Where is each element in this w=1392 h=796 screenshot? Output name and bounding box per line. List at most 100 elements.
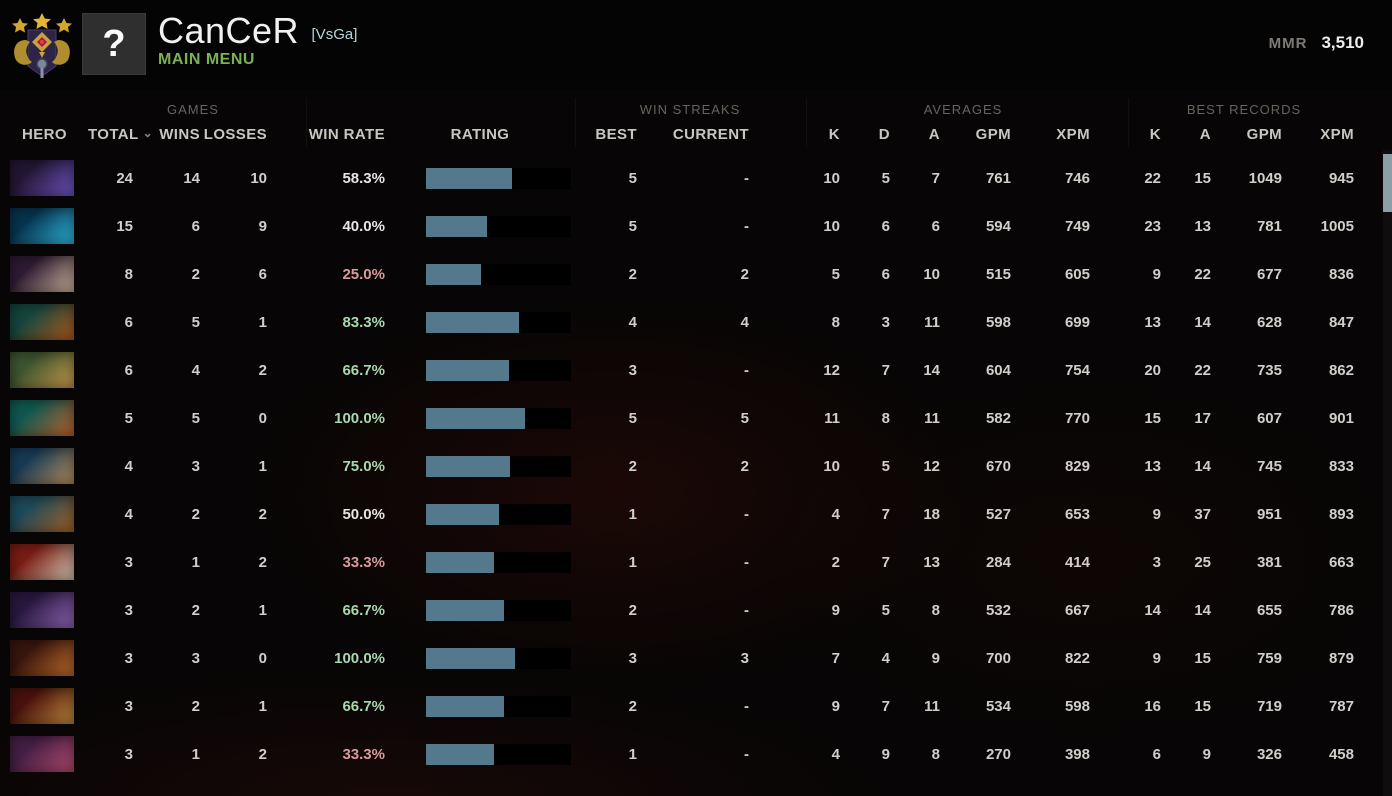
column-header-avg_a[interactable]: A <box>928 126 940 143</box>
cell-wins: 2 <box>191 265 200 283</box>
hero-icon[interactable] <box>10 640 74 676</box>
cell-total: 15 <box>116 217 133 235</box>
hero-icon[interactable] <box>10 304 74 340</box>
cell-avg-k: 4 <box>831 505 840 523</box>
column-header-best_gpm[interactable]: GPM <box>1246 126 1282 143</box>
column-header-avg_xpm[interactable]: XPM <box>1056 126 1090 143</box>
hero-row[interactable]: 6 4 2 66.7% 3 - 12 7 14 604 754 20 22 735 862 <box>0 346 1392 394</box>
hero-icon[interactable] <box>10 592 74 628</box>
column-header-streak_current[interactable]: CURRENT <box>672 126 749 143</box>
hero-icon[interactable] <box>10 256 74 292</box>
hero-icon[interactable] <box>10 400 74 436</box>
scrollbar-thumb[interactable] <box>1383 154 1392 212</box>
hero-icon[interactable] <box>10 688 74 724</box>
column-header-losses[interactable]: LOSSES <box>203 126 267 143</box>
cell-hero <box>0 256 88 292</box>
hero-row[interactable]: 5 5 0 100.0% 5 5 11 8 11 582 770 15 17 607 901 <box>0 394 1392 442</box>
cell-best-k: 22 <box>1144 169 1161 187</box>
hero-row[interactable]: 3 1 2 33.3% 1 - 2 7 13 284 414 3 25 381 663 <box>0 538 1392 586</box>
cell-avg-xpm: 754 <box>1064 361 1090 379</box>
rating-bar-track <box>426 407 571 429</box>
hero-icon[interactable] <box>10 448 74 484</box>
cell-avg-gpm: 515 <box>985 265 1011 283</box>
cell-losses: 2 <box>258 505 267 523</box>
cell-total: 4 <box>124 457 133 475</box>
cell-avg-gpm: 527 <box>985 505 1011 523</box>
hero-icon[interactable] <box>10 496 74 532</box>
cell-avg-a: 11 <box>924 697 940 715</box>
cell-avg-xpm: 667 <box>1064 601 1090 619</box>
cell-hero <box>0 544 88 580</box>
column-header-rating[interactable]: RATING <box>450 126 510 143</box>
cell-avg-xpm: 598 <box>1064 697 1090 715</box>
column-header-streak_best[interactable]: BEST <box>595 126 637 143</box>
hero-row[interactable]: 4 2 2 50.0% 1 - 4 7 18 527 653 9 37 951 893 <box>0 490 1392 538</box>
cell-streak-best: 5 <box>628 409 637 427</box>
cell-best-xpm: 787 <box>1328 697 1354 715</box>
cell-best-a: 17 <box>1194 409 1211 427</box>
rating-bar-track <box>426 647 571 669</box>
hero-icon[interactable] <box>10 544 74 580</box>
cell-best-a: 22 <box>1194 361 1211 379</box>
cell-total: 4 <box>124 505 133 523</box>
hero-row[interactable]: 4 3 1 75.0% 2 2 10 5 12 670 829 13 14 745 833 <box>0 442 1392 490</box>
cell-avg-xpm: 749 <box>1064 217 1090 235</box>
cell-wins: 2 <box>191 697 200 715</box>
hero-row[interactable]: 8 2 6 25.0% 2 2 5 6 10 515 605 9 22 677 836 <box>0 250 1392 298</box>
cell-streak-current: 5 <box>740 409 749 427</box>
scrollbar-track[interactable] <box>1383 150 1392 796</box>
hero-row[interactable]: 24 14 10 58.3% 5 - 10 5 7 761 746 22 15 1049 945 <box>0 154 1392 202</box>
cell-streak-current: - <box>744 169 749 187</box>
cell-best-k: 3 <box>1152 553 1161 571</box>
column-header-avg_k[interactable]: K <box>828 126 840 143</box>
group-label-averages: AVERAGES <box>923 102 1003 117</box>
cell-best-gpm: 735 <box>1256 361 1282 379</box>
hero-icon[interactable] <box>10 208 74 244</box>
hero-icon[interactable] <box>10 352 74 388</box>
cell-best-gpm: 951 <box>1256 505 1282 523</box>
main-menu-link[interactable]: MAIN MENU <box>158 51 255 68</box>
column-header-best_a[interactable]: A <box>1199 126 1211 143</box>
cell-total: 3 <box>124 697 133 715</box>
column-header-total[interactable]: TOTAL ⌄ <box>88 126 154 143</box>
player-avatar[interactable]: ? <box>82 13 146 75</box>
cell-avg-a: 13 <box>923 553 940 571</box>
cell-best-xpm: 862 <box>1328 361 1354 379</box>
cell-best-a: 15 <box>1194 697 1211 715</box>
hero-row[interactable]: 3 2 1 66.7% 2 - 9 7 11 534 598 16 15 719 787 <box>0 682 1392 730</box>
column-header-win_rate[interactable]: WIN RATE <box>308 126 385 143</box>
column-header-avg_d[interactable]: D <box>878 126 890 143</box>
cell-avg-d: 7 <box>881 697 890 715</box>
column-header-wins[interactable]: WINS <box>159 126 200 143</box>
cell-best-k: 15 <box>1144 409 1161 427</box>
column-header-avg_gpm[interactable]: GPM <box>975 126 1011 143</box>
cell-best-k: 23 <box>1144 217 1161 235</box>
cell-best-k: 9 <box>1152 505 1161 523</box>
hero-row[interactable]: 6 5 1 83.3% 4 4 8 3 11 598 699 13 14 628 847 <box>0 298 1392 346</box>
hero-row[interactable]: 15 6 9 40.0% 5 - 10 6 6 594 749 23 13 781 1005 <box>0 202 1392 250</box>
cell-avg-k: 5 <box>831 265 840 283</box>
rating-bar-track <box>426 743 571 765</box>
cell-best-xpm: 847 <box>1328 313 1354 331</box>
hero-row[interactable]: 3 2 1 66.7% 2 - 9 5 8 532 667 14 14 655 786 <box>0 586 1392 634</box>
hero-icon[interactable] <box>10 160 74 196</box>
column-header-best_xpm[interactable]: XPM <box>1320 126 1354 143</box>
column-header-best_k[interactable]: K <box>1149 126 1161 143</box>
cell-hero <box>0 640 88 676</box>
hero-row[interactable]: 3 3 0 100.0% 3 3 7 4 9 700 822 9 15 759 879 <box>0 634 1392 682</box>
cell-avg-d: 7 <box>881 553 890 571</box>
cell-best-gpm: 381 <box>1256 553 1282 571</box>
cell-avg-k: 8 <box>831 313 840 331</box>
rating-bar-fill <box>426 311 519 333</box>
cell-hero <box>0 352 88 388</box>
hero-row[interactable]: 3 1 2 33.3% 1 - 4 9 8 270 398 6 9 326 458 <box>0 730 1392 778</box>
cell-wins: 2 <box>191 601 200 619</box>
cell-streak-best: 4 <box>628 313 637 331</box>
cell-avg-a: 12 <box>923 457 940 475</box>
cell-avg-a: 8 <box>931 745 940 763</box>
cell-best-a: 14 <box>1194 457 1211 475</box>
cell-rating <box>385 695 575 717</box>
column-header-hero[interactable]: HERO <box>22 126 67 143</box>
hero-icon[interactable] <box>10 736 74 772</box>
cell-avg-a: 11 <box>924 409 940 427</box>
